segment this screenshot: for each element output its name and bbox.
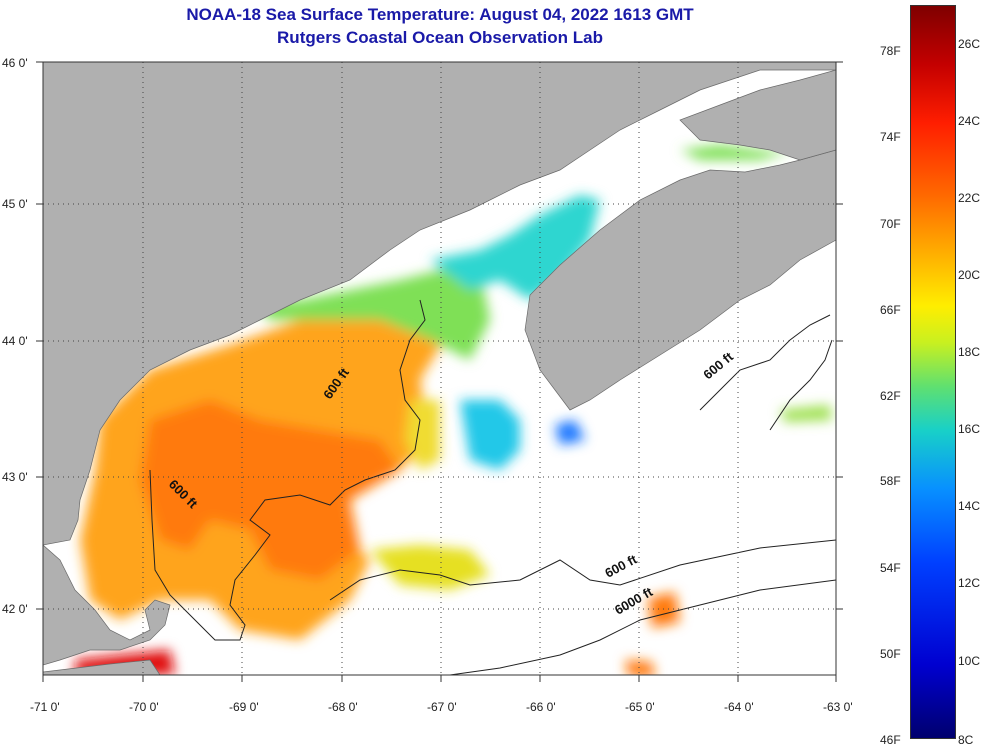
- map-frame: [42, 61, 837, 676]
- sst-field: [75, 145, 832, 675]
- sst-fundy-strip: [680, 145, 790, 160]
- colorbar-c-label: 20C: [958, 268, 981, 282]
- sst-green-patch: [780, 405, 832, 422]
- sst-yellow-south: [370, 545, 490, 590]
- lon-label: -68 0': [328, 700, 358, 714]
- temperature-colorbar: [910, 5, 956, 739]
- lon-label: -64 0': [724, 700, 754, 714]
- lon-label: -63 0': [823, 700, 853, 714]
- colorbar-f-label: 46F: [880, 733, 901, 747]
- lat-label: 46 0': [2, 56, 28, 70]
- chart-title: NOAA-18 Sea Surface Temperature: August …: [186, 5, 694, 24]
- colorbar-f-label: 74F: [880, 130, 901, 144]
- colorbar-c-label: 26C: [958, 37, 981, 51]
- depth-contours: [149, 299, 836, 675]
- sst-green-north: [250, 270, 490, 360]
- contour-600ft-bank: [329, 539, 836, 601]
- colorbar-c-label: 24C: [958, 114, 981, 128]
- land-mainland-us: [43, 62, 836, 546]
- sst-orange-gyre: [140, 400, 400, 580]
- colorbar-c-label: 8C: [958, 733, 974, 747]
- colorbar-c-label: 18C: [958, 345, 981, 359]
- contour-600ft-scotian: [699, 314, 831, 411]
- land-long-island: [43, 659, 161, 675]
- contour-600ft-east: [769, 339, 833, 431]
- contour-600ft-gulf: [149, 299, 426, 641]
- colorbar-f-label: 58F: [880, 474, 901, 488]
- colorbar-c-label: 16C: [958, 422, 981, 436]
- lon-label: -69 0': [229, 700, 259, 714]
- contour-6000ft: [449, 579, 836, 675]
- sst-cyan-se: [460, 400, 520, 470]
- colorbar-f-label: 62F: [880, 389, 901, 403]
- sst-orange-patch-2: [625, 660, 655, 675]
- colorbar-c-label: 22C: [958, 191, 981, 205]
- land-nova-scotia: [524, 149, 836, 411]
- land-mass: [43, 62, 836, 675]
- colorbar-c-label: 14C: [958, 499, 981, 513]
- lat-label: 43 0': [2, 470, 28, 484]
- land-cape-cod: [43, 544, 171, 666]
- land-pei-nb: [679, 69, 836, 161]
- lat-label: 45 0': [2, 197, 28, 211]
- colorbar-c-label: 12C: [958, 576, 981, 590]
- lon-label: -66 0': [526, 700, 556, 714]
- colorbar-c-label: 10C: [958, 654, 981, 668]
- sst-yellow-east: [405, 400, 440, 470]
- chart-subtitle: Rutgers Coastal Ocean Observation Lab: [277, 28, 603, 47]
- colorbar-f-label: 54F: [880, 561, 901, 575]
- lon-label: -67 0': [427, 700, 457, 714]
- lon-label: -71 0': [30, 700, 60, 714]
- graticule: [43, 62, 836, 675]
- sst-orange-patch-1: [648, 592, 680, 628]
- colorbar-f-label: 70F: [880, 217, 901, 231]
- lat-label: 42 0': [2, 602, 28, 616]
- colorbar-f-label: 78F: [880, 44, 901, 58]
- sst-blue-patch: [555, 420, 585, 445]
- lon-label: -65 0': [625, 700, 655, 714]
- lon-label: -70 0': [129, 700, 159, 714]
- frame-ticks: [36, 61, 843, 682]
- lat-label: 44 0': [2, 334, 28, 348]
- colorbar-f-label: 66F: [880, 303, 901, 317]
- colorbar-f-label: 50F: [880, 647, 901, 661]
